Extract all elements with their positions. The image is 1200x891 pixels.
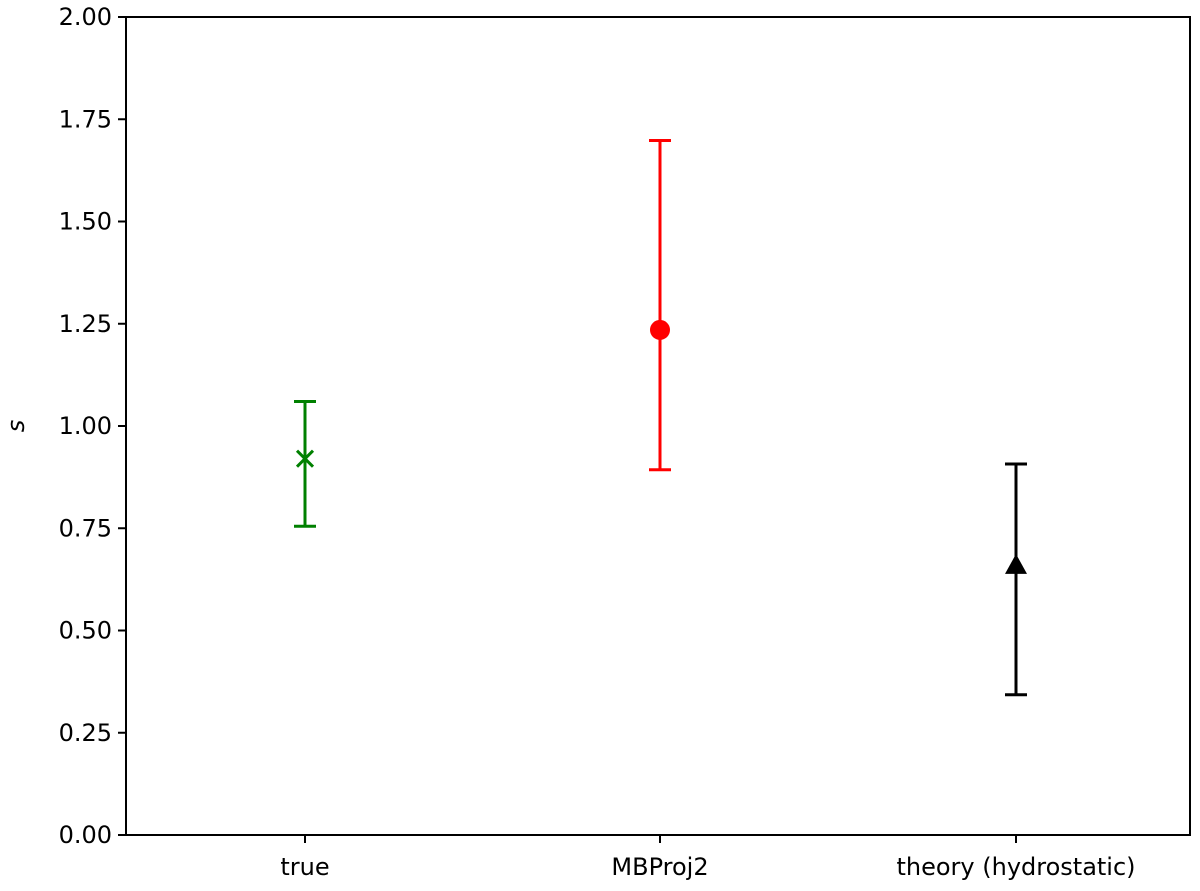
marks-layer [294,139,1027,697]
y-tick-label: 1.75 [59,105,112,133]
y-axis-label: s [2,420,30,433]
point-marker-2 [650,319,670,340]
x-marker-stroke [295,449,315,468]
x-tick-label: theory (hydrostatic) [896,853,1135,881]
x-tick-label: true [280,853,329,881]
y-tick-label: 0.50 [59,617,112,645]
y-tick-label: 0.75 [59,514,112,542]
y-tick-label: 0.00 [59,821,112,849]
point-marker-3 [1005,554,1027,574]
y-tick-label: 1.50 [59,208,112,236]
x-tick-label: MBProj2 [611,853,708,881]
y-tick-label: 1.25 [59,310,112,338]
ticks-layer: 0.00 0.25 0.50 0.75 1.00 1.25 1.50 1.75 2.00 true… [59,3,1136,881]
point-marker-1 [295,449,315,468]
y-tick-label: 0.25 [59,719,112,747]
plot-frame [125,16,1191,836]
y-tick-label: 1.00 [59,412,112,440]
y-tick-label: 2.00 [59,3,112,31]
